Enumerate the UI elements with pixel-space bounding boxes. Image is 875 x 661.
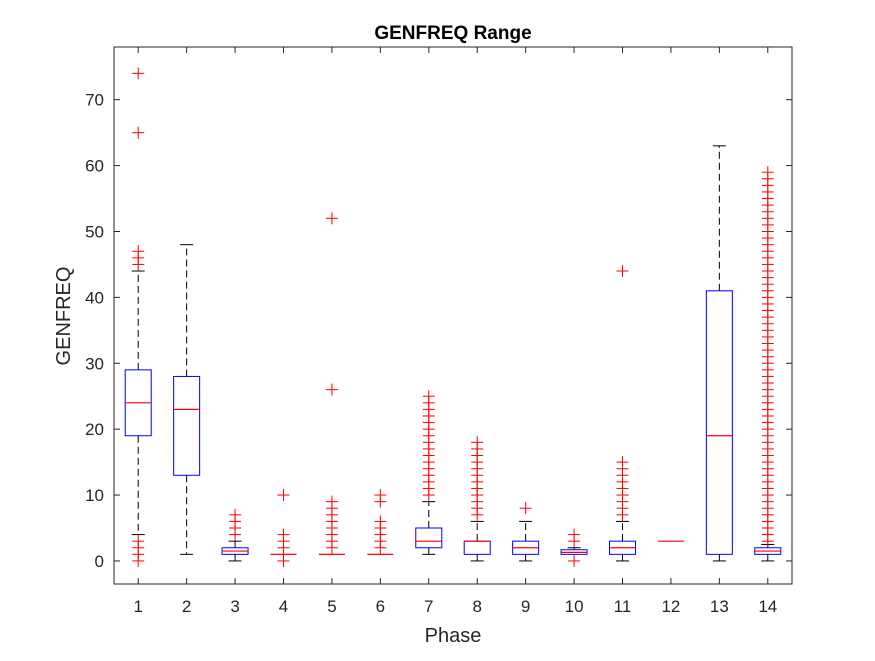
box-group-13 xyxy=(705,145,733,562)
x-tick-label: 5 xyxy=(327,597,336,616)
outlier-point xyxy=(132,535,145,548)
x-tick-label: 7 xyxy=(424,597,433,616)
box-group-10 xyxy=(560,528,588,567)
outlier-point xyxy=(374,515,387,528)
y-tick-label: 0 xyxy=(95,552,104,571)
axes-box xyxy=(113,46,793,585)
y-tick-label: 40 xyxy=(85,288,104,307)
outlier-point xyxy=(132,245,145,258)
box-group-14 xyxy=(754,166,782,562)
x-axis-label: Phase xyxy=(425,625,482,647)
y-tick-label: 20 xyxy=(85,420,104,439)
x-tick-label: 8 xyxy=(472,597,481,616)
outlier-point xyxy=(568,528,581,541)
box-group-3 xyxy=(221,508,249,562)
box-group-7 xyxy=(415,390,443,555)
plot-marks xyxy=(124,67,782,567)
box-group-8 xyxy=(463,436,491,562)
y-tick-label: 60 xyxy=(85,157,104,176)
y-tick-label: 10 xyxy=(85,486,104,505)
x-tick-label: 4 xyxy=(279,597,288,616)
y-tick-label: 30 xyxy=(85,354,104,373)
x-tick-label: 11 xyxy=(614,597,632,616)
outlier-point xyxy=(132,67,145,80)
outlier-point xyxy=(277,489,290,502)
outlier-point xyxy=(277,528,290,541)
outlier-point xyxy=(761,166,774,179)
x-tick-label: 14 xyxy=(758,597,777,616)
outlier-point xyxy=(132,126,145,139)
x-tick-label: 10 xyxy=(565,597,584,616)
outlier-point xyxy=(325,383,338,396)
outlier-point xyxy=(616,456,629,469)
box-group-9 xyxy=(512,502,540,562)
x-tick-label: 2 xyxy=(182,597,191,616)
x-axis: 1 2 3 4 5 6 7 8 9 10 11 12 13 14 xyxy=(133,47,777,616)
box-group-1 xyxy=(124,67,152,567)
outlier-point xyxy=(519,502,532,515)
outlier-point xyxy=(325,212,338,225)
outlier-point xyxy=(325,495,338,508)
outlier-point xyxy=(422,390,435,403)
x-tick-label: 3 xyxy=(230,597,239,616)
x-tick-label: 13 xyxy=(710,597,729,616)
box-group-4 xyxy=(270,489,297,567)
x-tick-label: 9 xyxy=(521,597,530,616)
outlier-point xyxy=(277,554,290,567)
y-axis-label: GENFREQ xyxy=(53,267,75,366)
outlier-point xyxy=(568,554,581,567)
box-group-2 xyxy=(173,244,201,555)
outlier-point xyxy=(616,265,629,278)
x-tick-label: 12 xyxy=(661,597,680,616)
outlier-point xyxy=(471,436,484,449)
x-tick-label: 1 xyxy=(133,597,142,616)
y-tick-label: 70 xyxy=(85,91,104,110)
iqr-box xyxy=(705,290,733,555)
outlier-point xyxy=(374,489,387,502)
box-group-6 xyxy=(367,489,394,555)
y-axis: 0 10 20 30 40 50 60 70 xyxy=(85,91,792,571)
x-tick-label: 6 xyxy=(376,597,385,616)
box-group-11 xyxy=(609,265,636,562)
box-group-5 xyxy=(318,212,345,555)
y-tick-label: 50 xyxy=(85,222,104,241)
iqr-box xyxy=(173,375,201,476)
outlier-point xyxy=(229,508,242,521)
iqr-box xyxy=(415,527,443,549)
chart-title: GENFREQ Range xyxy=(374,23,531,44)
